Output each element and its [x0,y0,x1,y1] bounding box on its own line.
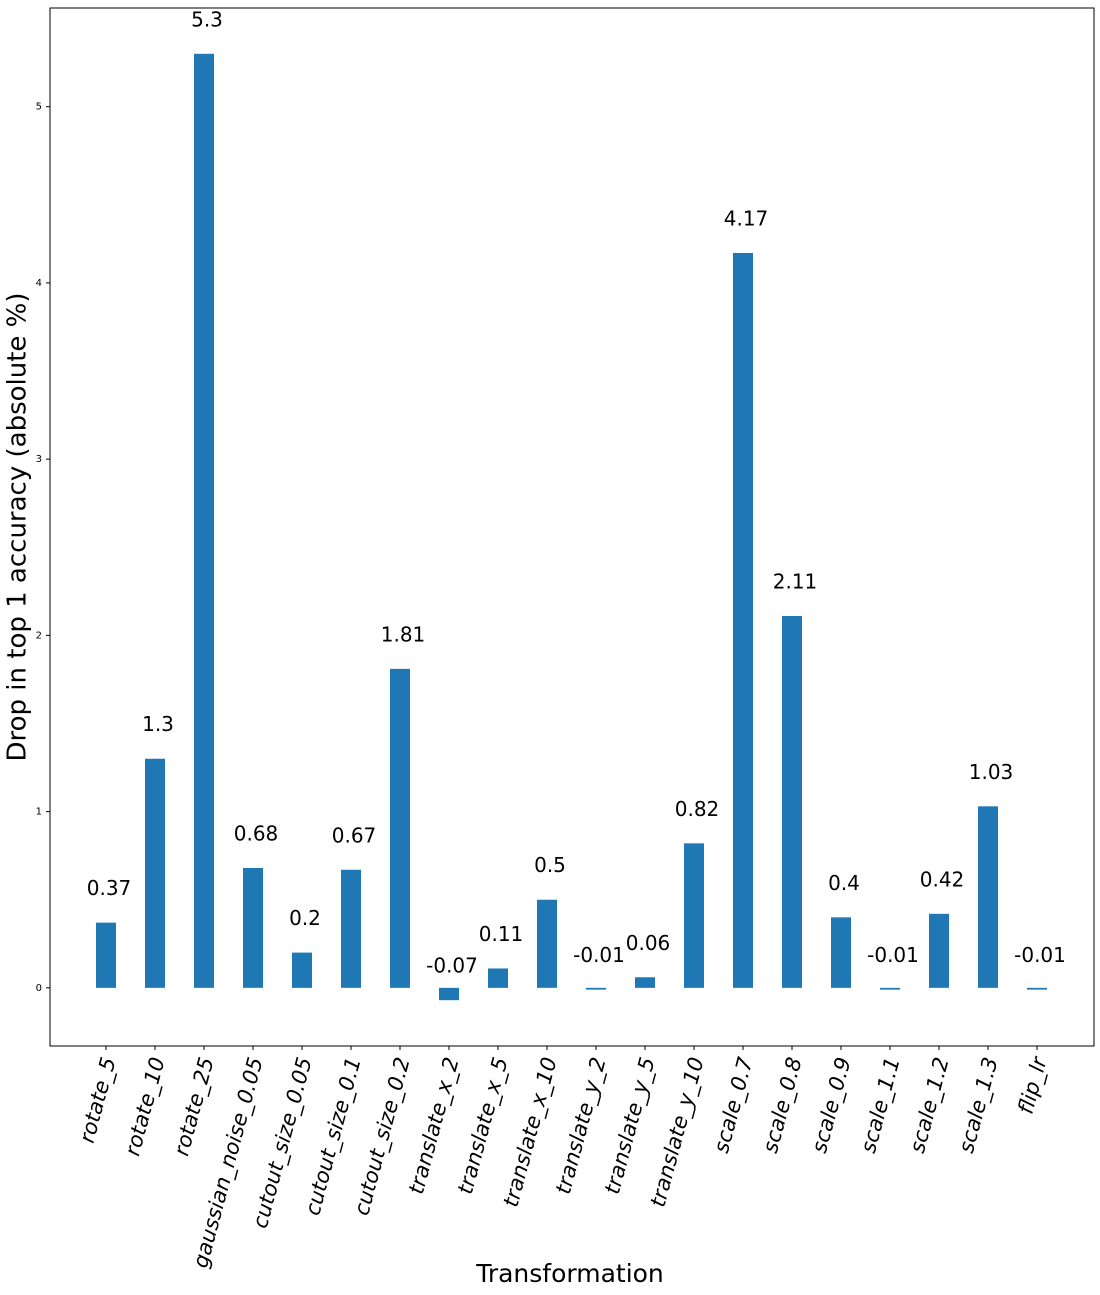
data-label: -0.01 [1014,943,1066,967]
data-label: 5.3 [191,7,223,31]
bar [390,668,410,988]
y-axis-label: Drop in top 1 accuracy (absolute %) [3,292,33,761]
y-tick-label: 4 [36,278,42,289]
bar [635,977,655,988]
bar [194,53,214,988]
x-axis-label: Transformation [475,1259,664,1288]
data-label: 0.4 [828,871,860,895]
bar [733,252,753,988]
bar [978,806,998,988]
data-label: 0.82 [675,797,720,821]
data-label: 2.11 [773,569,818,593]
data-label: 0.06 [626,931,671,955]
bar [929,913,949,988]
y-tick-label: 2 [36,630,42,641]
bar [292,952,312,988]
data-label: -0.01 [867,943,919,967]
bar [243,868,263,988]
data-label: 0.2 [289,906,321,930]
data-label: 0.68 [234,822,279,846]
bar [782,615,802,988]
bar [96,922,116,988]
data-label: 1.03 [969,760,1014,784]
y-tick-label: 0 [36,983,42,994]
bar [439,987,459,1001]
bar [341,869,361,988]
data-label: 1.3 [142,712,174,736]
bar [586,987,606,990]
data-label: 0.11 [479,922,524,946]
bar [537,899,557,988]
y-tick-label: 3 [36,454,42,465]
data-label: 0.67 [332,823,377,847]
y-tick-label: 1 [36,807,42,818]
data-label: 0.5 [534,853,566,877]
data-label: 1.81 [381,622,426,646]
data-label: 0.37 [87,876,132,900]
data-label: -0.01 [573,943,625,967]
data-label: -0.07 [426,954,478,978]
y-tick-label: 5 [36,102,42,113]
bar [488,968,508,988]
bar [684,843,704,988]
data-label: 0.42 [920,867,965,891]
bar [145,758,165,988]
plot-frame [49,7,1095,1047]
data-label: 4.17 [724,206,769,230]
bar [880,987,900,990]
bar [1027,987,1047,990]
bar [831,917,851,988]
